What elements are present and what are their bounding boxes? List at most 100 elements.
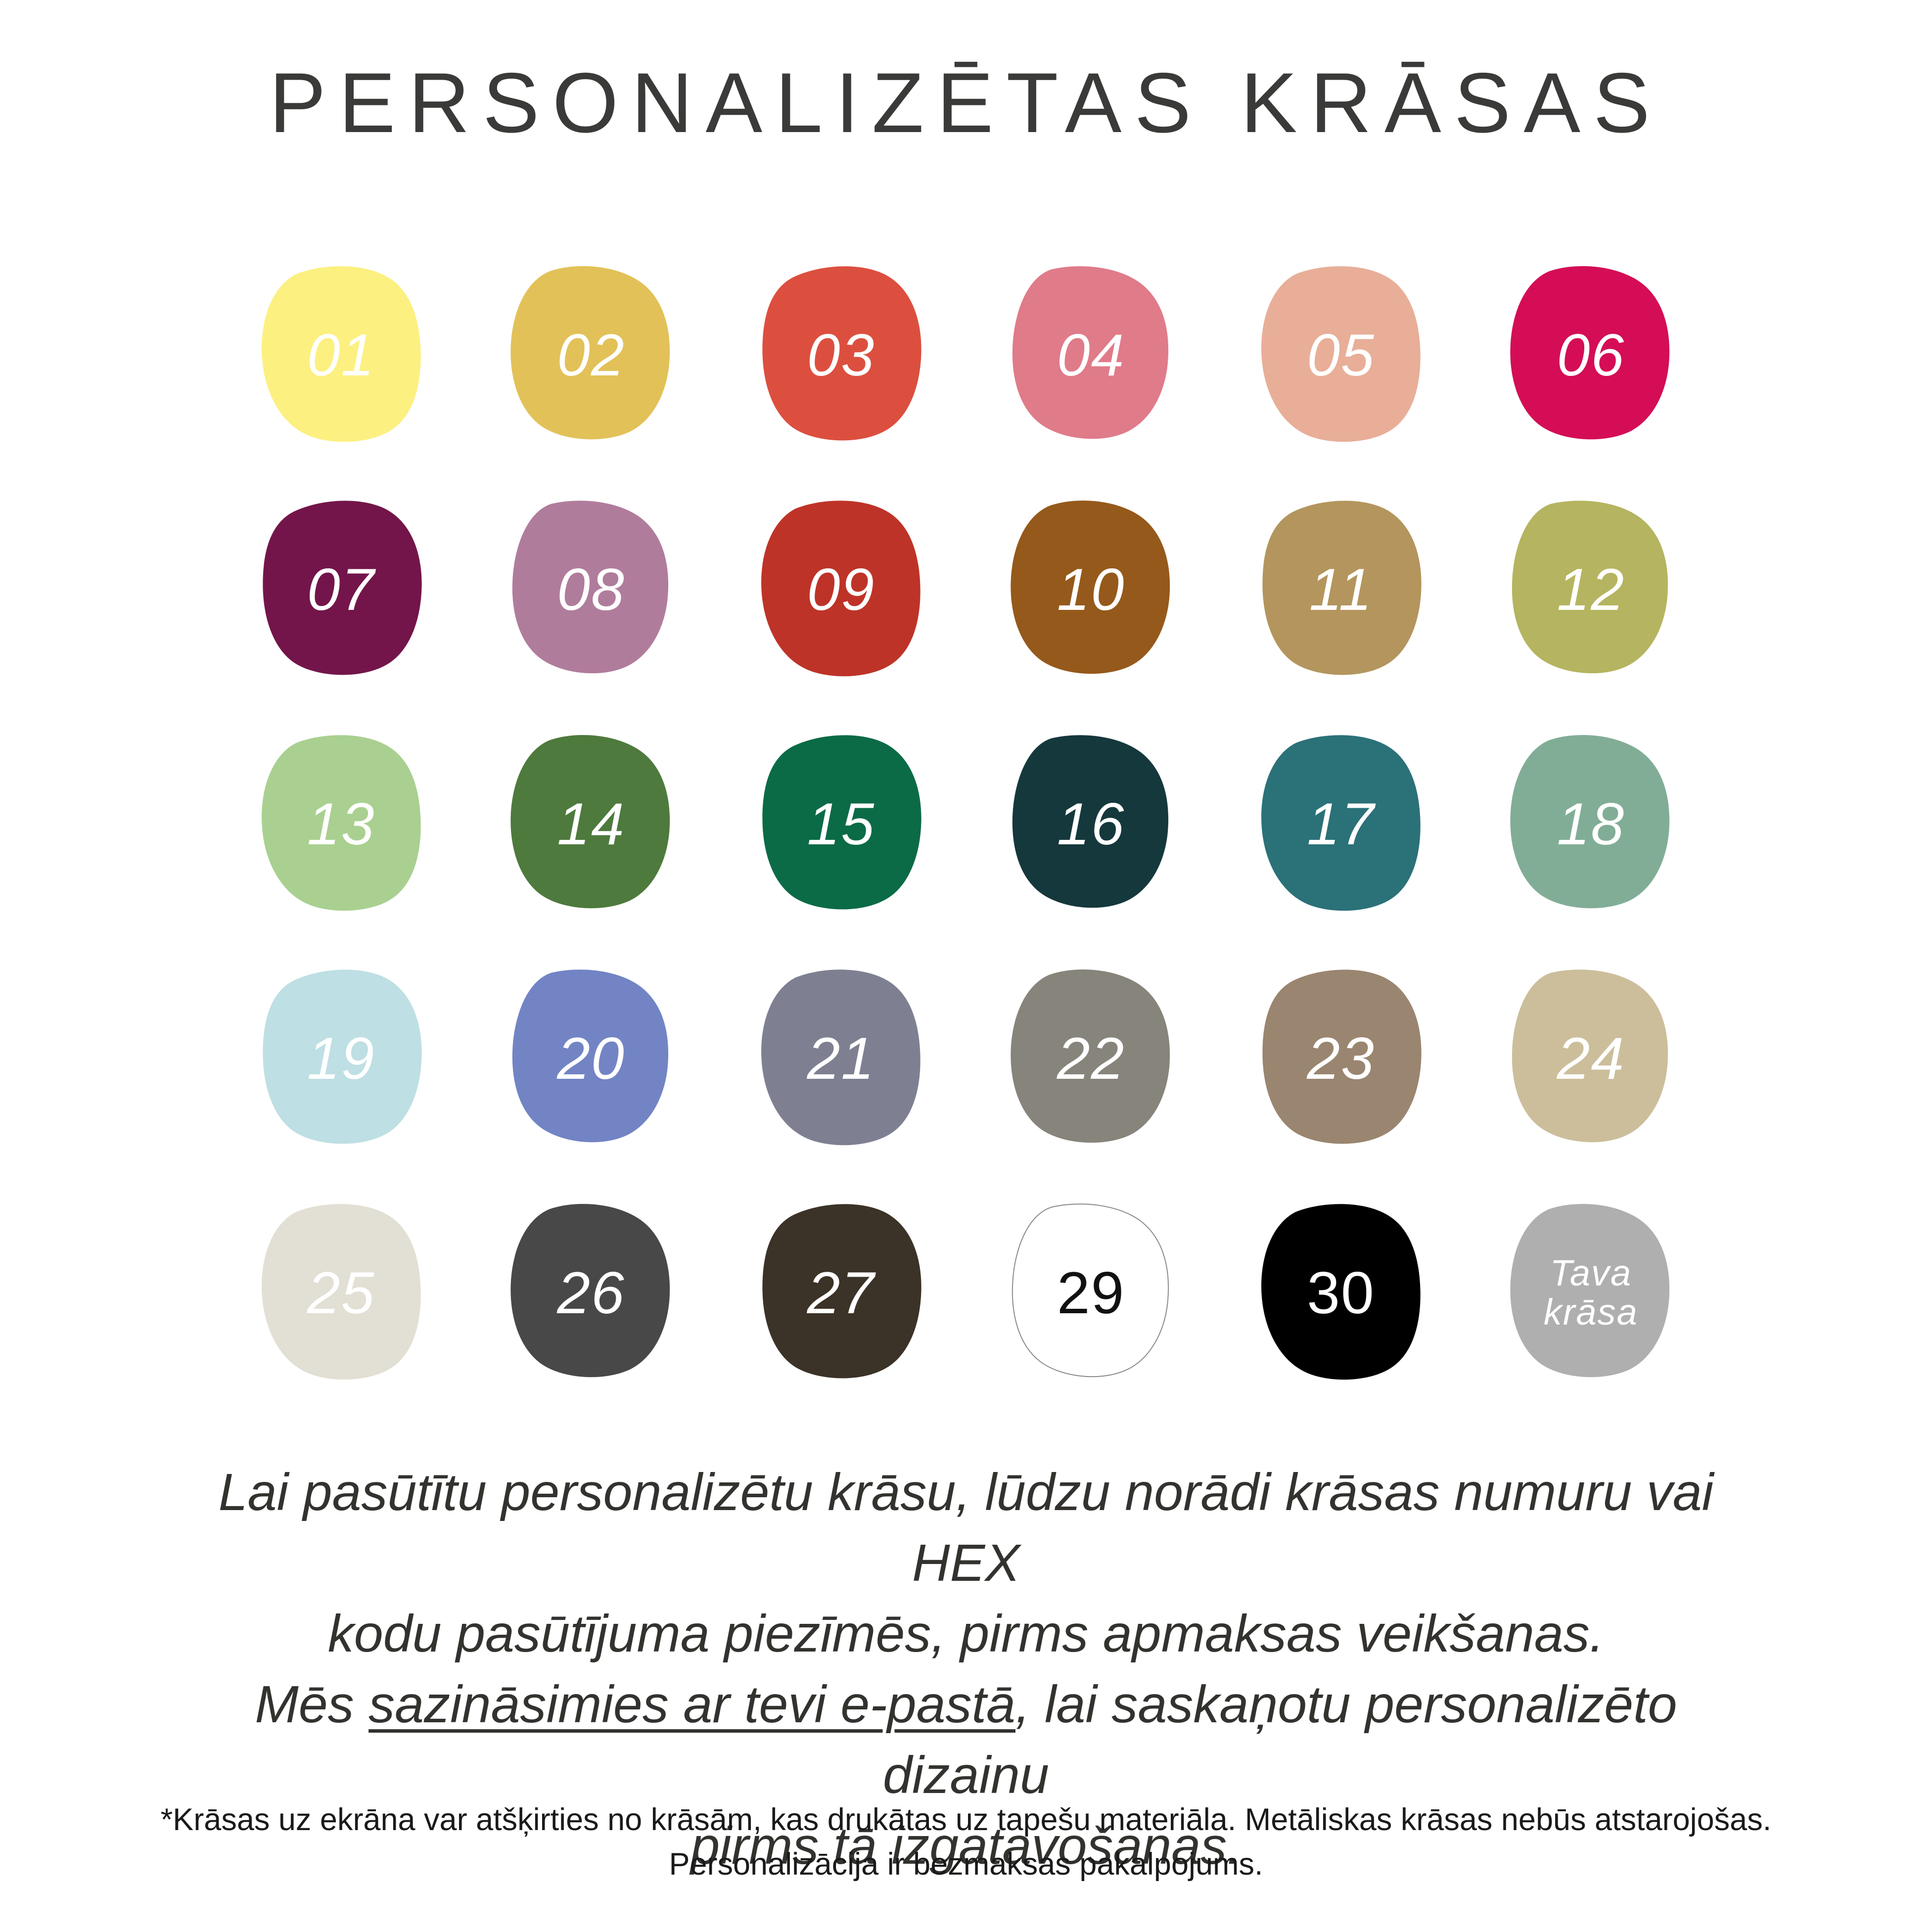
swatch-cell[interactable]: 21 bbox=[722, 947, 961, 1170]
paint-blob: 13 bbox=[249, 730, 433, 919]
swatch-label: 10 bbox=[1057, 556, 1125, 623]
swatch-label: 17 bbox=[1307, 790, 1375, 857]
swatch-label: 26 bbox=[557, 1259, 625, 1326]
paint-blob: 08 bbox=[499, 495, 683, 684]
swatch-label: 24 bbox=[1557, 1025, 1625, 1092]
swatch-label: 07 bbox=[307, 556, 375, 623]
swatch-label: 16 bbox=[1057, 790, 1125, 857]
paint-blob: 09 bbox=[749, 495, 933, 684]
swatch-label: 29 bbox=[1057, 1259, 1125, 1326]
swatch-cell[interactable]: 27 bbox=[722, 1181, 961, 1405]
swatch-label: 27 bbox=[807, 1259, 875, 1326]
swatch-label: 14 bbox=[557, 790, 625, 857]
swatch-label: 13 bbox=[307, 790, 375, 857]
page-title: PERSONALIZĒTAS KRĀSAS bbox=[269, 55, 1663, 150]
paint-blob: 19 bbox=[249, 964, 433, 1153]
paint-blob: 10 bbox=[999, 495, 1183, 684]
swatch-cell[interactable]: 19 bbox=[222, 947, 460, 1170]
instructions-line-3-suffix: , lai saskaņotu personalizēto dizainu bbox=[883, 1675, 1677, 1805]
swatch-cell[interactable]: 29 bbox=[971, 1181, 1210, 1405]
swatch-cell[interactable]: 30 bbox=[1221, 1181, 1460, 1405]
swatch-cell[interactable]: 02 bbox=[471, 243, 710, 467]
swatch-label: 23 bbox=[1307, 1025, 1375, 1092]
swatch-label: 11 bbox=[1309, 556, 1373, 623]
instructions-line-3: Mēs sazināsimies ar tevi e-pastā, lai sa… bbox=[180, 1669, 1752, 1811]
swatch-cell[interactable]: 12 bbox=[1472, 478, 1710, 701]
swatch-cell[interactable]: 07 bbox=[222, 478, 460, 701]
paint-blob: 06 bbox=[1499, 261, 1683, 450]
swatch-label: 06 bbox=[1557, 322, 1625, 388]
swatch-cell[interactable]: 26 bbox=[471, 1181, 710, 1405]
swatch-label: 08 bbox=[557, 556, 625, 623]
paint-blob: 17 bbox=[1249, 730, 1433, 919]
swatch-label: 20 bbox=[557, 1025, 625, 1092]
swatch-cell[interactable]: 17 bbox=[1221, 712, 1460, 936]
paint-blob: 18 bbox=[1499, 730, 1683, 919]
paint-blob: 11 bbox=[1249, 495, 1433, 684]
swatch-label: 03 bbox=[807, 322, 875, 388]
swatch-cell[interactable]: 15 bbox=[722, 712, 961, 936]
instructions-line-2: kodu pasūtījuma piezīmēs, pirms apmaksas… bbox=[327, 1605, 1605, 1663]
instructions-block: Lai pasūtītu personalizētu krāsu, lūdzu … bbox=[180, 1457, 1752, 1882]
paint-blob: 04 bbox=[999, 261, 1183, 450]
footnote-line-2: Personalizācija ir bezmaksas pakalpojums… bbox=[669, 1846, 1263, 1882]
paint-blob: 27 bbox=[749, 1198, 933, 1387]
swatch-cell[interactable]: 09 bbox=[722, 478, 961, 701]
swatch-cell[interactable]: 16 bbox=[971, 712, 1210, 936]
swatch-label: 19 bbox=[307, 1025, 375, 1092]
swatch-label: 15 bbox=[807, 790, 875, 857]
swatch-label: 25 bbox=[307, 1259, 375, 1326]
swatch-cell[interactable]: 04 bbox=[971, 243, 1210, 467]
swatch-cell[interactable]: 14 bbox=[471, 712, 710, 936]
swatch-cell[interactable]: 06 bbox=[1472, 243, 1710, 467]
swatch-label: 21 bbox=[807, 1025, 875, 1092]
footnote-line-1: *Krāsas uz ekrāna var atšķirties no krās… bbox=[160, 1802, 1772, 1838]
swatch-cell[interactable]: 20 bbox=[471, 947, 710, 1170]
swatch-cell[interactable]: 05 bbox=[1221, 243, 1460, 467]
paint-blob: 05 bbox=[1249, 261, 1433, 450]
swatch-label: 22 bbox=[1057, 1025, 1125, 1092]
swatch-label: 04 bbox=[1057, 322, 1125, 388]
paint-blob: 02 bbox=[499, 261, 683, 450]
paint-blob: 24 bbox=[1499, 964, 1683, 1153]
paint-blob: 22 bbox=[999, 964, 1183, 1153]
paint-blob: 16 bbox=[999, 730, 1183, 919]
paint-blob: 07 bbox=[249, 495, 433, 684]
paint-blob: 30 bbox=[1249, 1198, 1433, 1387]
swatch-cell[interactable]: 23 bbox=[1221, 947, 1460, 1170]
paint-blob: 14 bbox=[499, 730, 683, 919]
swatch-cell[interactable]: 18 bbox=[1472, 712, 1710, 936]
email-contact-link[interactable]: sazināsimies ar tevi e-pastā bbox=[368, 1675, 1015, 1734]
paint-blob: 21 bbox=[749, 964, 933, 1153]
paint-blob: 20 bbox=[499, 964, 683, 1153]
swatch-cell[interactable]: 08 bbox=[471, 478, 710, 701]
paint-blob: 03 bbox=[749, 261, 933, 450]
paint-blob: 15 bbox=[749, 730, 933, 919]
paint-blob: 12 bbox=[1499, 495, 1683, 684]
paint-blob: 25 bbox=[249, 1198, 433, 1387]
instructions-line-3-prefix: Mēs bbox=[255, 1675, 369, 1734]
swatch-label: 02 bbox=[557, 322, 625, 388]
instructions-line-4: pirms tā izgatavošanas. bbox=[690, 1817, 1242, 1876]
paint-blob: 29 bbox=[999, 1198, 1183, 1387]
paint-blob: 26 bbox=[499, 1198, 683, 1387]
swatch-cell[interactable]: 25 bbox=[222, 1181, 460, 1405]
swatch-label: 12 bbox=[1557, 556, 1625, 623]
swatch-cell[interactable]: 22 bbox=[971, 947, 1210, 1170]
swatch-grid: 01 02 03 04 05 06 07 08 09 10 11 12 13 14 15 16 17 18 19 20… bbox=[222, 243, 1710, 1405]
swatch-cell[interactable]: 01 bbox=[222, 243, 460, 467]
swatch-cell[interactable]: Tava krāsa bbox=[1472, 1181, 1710, 1405]
swatch-label: 30 bbox=[1307, 1259, 1375, 1326]
swatch-label: 05 bbox=[1307, 322, 1375, 388]
swatch-label: Tava krāsa bbox=[1543, 1252, 1638, 1333]
swatch-cell[interactable]: 03 bbox=[722, 243, 961, 467]
instructions-line-1: Lai pasūtītu personalizētu krāsu, lūdzu … bbox=[218, 1463, 1714, 1592]
swatch-label: 09 bbox=[807, 556, 875, 623]
swatch-cell[interactable]: 24 bbox=[1472, 947, 1710, 1170]
swatch-cell[interactable]: 11 bbox=[1221, 478, 1460, 701]
paint-blob: 23 bbox=[1249, 964, 1433, 1153]
paint-blob: Tava krāsa bbox=[1499, 1198, 1683, 1387]
swatch-cell[interactable]: 13 bbox=[222, 712, 460, 936]
swatch-cell[interactable]: 10 bbox=[971, 478, 1210, 701]
